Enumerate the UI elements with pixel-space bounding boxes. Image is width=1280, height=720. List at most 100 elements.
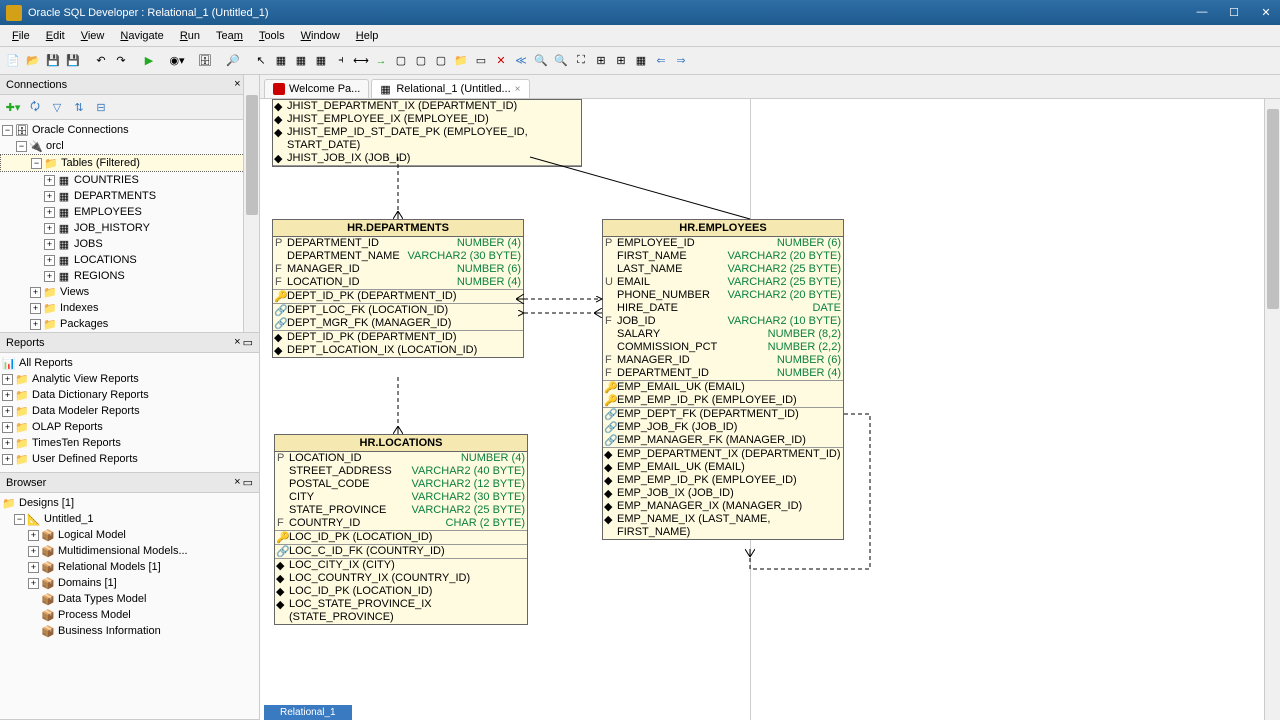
close-tab-icon[interactable]: ×	[515, 84, 521, 95]
entity-locations[interactable]: HR.LOCATIONS PLOCATION_IDNUMBER (4)STREE…	[274, 434, 528, 625]
tree-table[interactable]: +▦JOB_HISTORY	[0, 220, 259, 236]
connections-tree[interactable]: −🗄Oracle Connections −🔌orcl −📁Tables (Fi…	[0, 120, 259, 333]
minimize-panel-icon[interactable]: ▭	[243, 336, 253, 349]
find-icon[interactable]: 🔎	[224, 52, 242, 70]
menu-file[interactable]: File	[4, 28, 38, 44]
new-icon[interactable]: 📄	[4, 52, 22, 70]
menu-help[interactable]: Help	[348, 28, 387, 44]
nav-icon[interactable]: ◉▾	[168, 52, 186, 70]
menu-tools[interactable]: Tools	[251, 28, 293, 44]
tree-table[interactable]: +▦DEPARTMENTS	[0, 188, 259, 204]
scrollbar[interactable]	[243, 75, 259, 332]
tree-report[interactable]: +📁Data Modeler Reports	[0, 403, 259, 419]
note3-icon[interactable]: ▢	[432, 52, 450, 70]
layout2-icon[interactable]: ⊞	[612, 52, 630, 70]
tree-model[interactable]: 📦Business Information	[0, 623, 259, 639]
browser-design[interactable]: −📐Untitled_1	[0, 511, 259, 527]
redo-icon[interactable]: ↷	[112, 52, 130, 70]
close-panel-icon[interactable]: ×	[234, 336, 240, 349]
first-icon[interactable]: ≪	[512, 52, 530, 70]
split-icon[interactable]: ⫞	[332, 52, 350, 70]
collapse-icon[interactable]: ⊟	[92, 98, 110, 116]
filter-icon[interactable]: ▽	[48, 98, 66, 116]
menu-run[interactable]: Run	[172, 28, 208, 44]
folder-icon[interactable]: 📁	[452, 52, 470, 70]
tab-welcome[interactable]: Welcome Pa...	[264, 79, 369, 98]
bottom-tab[interactable]: Relational_1	[264, 705, 352, 720]
grid-icon[interactable]: ▦	[632, 52, 650, 70]
rect-icon[interactable]: ▭	[472, 52, 490, 70]
entity-jobhistory[interactable]: ◆JHIST_DEPARTMENT_IX (DEPARTMENT_ID)◆JHI…	[272, 99, 582, 167]
tree-folder[interactable]: +📁Packages	[0, 316, 259, 332]
tree-db[interactable]: −🔌orcl	[0, 138, 259, 154]
browser-root[interactable]: 📁Designs [1]	[0, 495, 259, 511]
tree-report[interactable]: +📁User Defined Reports	[0, 451, 259, 467]
layout-icon[interactable]: ⊞	[592, 52, 610, 70]
tree-table[interactable]: +▦REGIONS	[0, 268, 259, 284]
tree-report[interactable]: +📁Analytic View Reports	[0, 371, 259, 387]
run-icon[interactable]: ▶	[140, 52, 158, 70]
tree-model[interactable]: +📦Domains [1]	[0, 575, 259, 591]
table-icon[interactable]: ▦	[272, 52, 290, 70]
close-button[interactable]: ✕	[1258, 6, 1274, 19]
maximize-button[interactable]: ☐	[1226, 6, 1242, 19]
arrow-icon[interactable]: →	[372, 52, 390, 70]
next-icon[interactable]: ⇒	[672, 52, 690, 70]
tree-report[interactable]: +📁Data Dictionary Reports	[0, 387, 259, 403]
save-icon[interactable]: 💾	[44, 52, 62, 70]
zoom-out-icon[interactable]: 🔍	[552, 52, 570, 70]
tab-relational[interactable]: ▦ Relational_1 (Untitled... ×	[371, 79, 529, 98]
sort-icon[interactable]: ⇅	[70, 98, 88, 116]
menu-edit[interactable]: Edit	[38, 28, 73, 44]
close-panel-icon[interactable]: ×	[234, 476, 240, 489]
refresh-icon[interactable]: 🗘	[26, 98, 44, 116]
index-row: ◆JHIST_EMP_ID_ST_DATE_PK (EMPLOYEE_ID, S…	[273, 126, 581, 152]
tree-report[interactable]: +📁OLAP Reports	[0, 419, 259, 435]
fit-icon[interactable]: ⛶	[572, 52, 590, 70]
menu-window[interactable]: Window	[293, 28, 348, 44]
open-icon[interactable]: 📂	[24, 52, 42, 70]
save-all-icon[interactable]: 💾	[64, 52, 82, 70]
reports-tree[interactable]: 📊All Reports +📁Analytic View Reports+📁Da…	[0, 353, 259, 469]
note2-icon[interactable]: ▢	[412, 52, 430, 70]
tree-folder[interactable]: +📁Indexes	[0, 300, 259, 316]
tree-table[interactable]: +▦COUNTRIES	[0, 172, 259, 188]
tree-folder[interactable]: +📁Procedures	[0, 332, 259, 333]
tree-table[interactable]: +▦EMPLOYEES	[0, 204, 259, 220]
canvas-scrollbar[interactable]	[1264, 99, 1280, 720]
entity-icon[interactable]: ▦	[312, 52, 330, 70]
menu-team[interactable]: Team	[208, 28, 251, 44]
reports-root[interactable]: 📊All Reports	[0, 355, 259, 371]
tree-model[interactable]: +📦Logical Model	[0, 527, 259, 543]
tree-root[interactable]: −🗄Oracle Connections	[0, 122, 259, 138]
index-row: 🔗EMP_MANAGER_FK (MANAGER_ID)	[603, 434, 843, 447]
entity-departments[interactable]: HR.DEPARTMENTS PDEPARTMENT_IDNUMBER (4)D…	[272, 219, 524, 358]
tree-table[interactable]: +▦JOBS	[0, 236, 259, 252]
tree-folder[interactable]: +📁Views	[0, 284, 259, 300]
view-icon[interactable]: ▦	[292, 52, 310, 70]
menu-navigate[interactable]: Navigate	[112, 28, 171, 44]
minimize-panel-icon[interactable]: ▭	[243, 476, 253, 489]
delete-icon[interactable]: ✕	[492, 52, 510, 70]
diagram-canvas[interactable]: ◆JHIST_DEPARTMENT_IX (DEPARTMENT_ID)◆JHI…	[260, 99, 1280, 720]
entity-employees[interactable]: HR.EMPLOYEES PEMPLOYEE_IDNUMBER (6)FIRST…	[602, 219, 844, 540]
tree-model[interactable]: +📦Multidimensional Models...	[0, 543, 259, 559]
minimize-button[interactable]: —	[1194, 6, 1210, 19]
close-panel-icon[interactable]: ×	[234, 78, 240, 91]
pointer-icon[interactable]: ↖	[252, 52, 270, 70]
undo-icon[interactable]: ↶	[92, 52, 110, 70]
tree-model[interactable]: +📦Relational Models [1]	[0, 559, 259, 575]
note-icon[interactable]: ▢	[392, 52, 410, 70]
tree-model[interactable]: 📦Data Types Model	[0, 591, 259, 607]
prev-icon[interactable]: ⇐	[652, 52, 670, 70]
new-connection-icon[interactable]: ✚▾	[4, 98, 22, 116]
tree-model[interactable]: 📦Process Model	[0, 607, 259, 623]
tree-tables[interactable]: −📁Tables (Filtered)	[0, 154, 259, 172]
menu-view[interactable]: View	[73, 28, 113, 44]
browser-tree[interactable]: 📁Designs [1] −📐Untitled_1 +📦Logical Mode…	[0, 493, 259, 641]
tree-table[interactable]: +▦LOCATIONS	[0, 252, 259, 268]
relation-icon[interactable]: ⟷	[352, 52, 370, 70]
db-icon[interactable]: 🗄	[196, 52, 214, 70]
tree-report[interactable]: +📁TimesTen Reports	[0, 435, 259, 451]
zoom-in-icon[interactable]: 🔍	[532, 52, 550, 70]
